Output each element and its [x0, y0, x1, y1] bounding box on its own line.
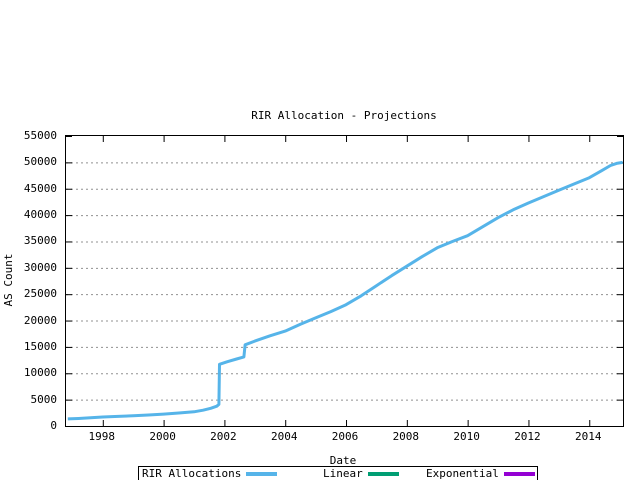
legend-line-swatch: [246, 471, 278, 476]
legend-label: Exponential: [426, 467, 499, 480]
legend-label: Linear: [323, 467, 363, 480]
y-tick-label: 55000: [23, 129, 57, 142]
x-tick-label: 2010: [453, 430, 480, 443]
y-tick-label: 25000: [23, 287, 57, 301]
y-tick-label: 5000: [30, 392, 58, 406]
x-tick-label: 2014: [575, 430, 602, 443]
series-line-0: [67, 160, 623, 421]
y-tick-label: 10000: [23, 366, 57, 380]
legend-line-swatch: [367, 471, 399, 476]
x-tick-label: 2004: [270, 430, 298, 443]
y-tick-label: 35000: [23, 234, 57, 248]
y-tick-label: 45000: [23, 181, 57, 195]
x-tick-label: 2002: [210, 430, 237, 443]
x-axis-label: Date: [329, 454, 357, 467]
legend-label: RIR Allocations: [142, 467, 242, 480]
x-tick-label: 1998: [88, 430, 116, 443]
y-tick-label: 30000: [23, 260, 57, 274]
x-tick-label: 2006: [331, 430, 359, 443]
x-tick-label: 2000: [149, 430, 176, 443]
y-tick-label: 0: [50, 419, 57, 432]
legend-line-swatch: [503, 471, 535, 476]
plot-area: [65, 135, 624, 427]
y-axis-label: AS Count: [2, 253, 15, 307]
chart-title: RIR Allocation - Projections: [251, 109, 437, 122]
legend-entry-exponential: Exponential: [426, 467, 535, 480]
y-tick-label: 50000: [23, 155, 57, 169]
legend-entry-linear: Linear: [323, 467, 399, 480]
legend-box: RIR Allocations Linear Exponential: [138, 466, 538, 480]
y-tick-label: 15000: [23, 339, 57, 353]
x-tick-label: 2012: [514, 430, 541, 443]
y-tick-label: 40000: [23, 208, 57, 222]
y-tick-label: 20000: [23, 313, 57, 327]
chart-plot-svg: [66, 136, 623, 426]
x-tick-label: 2008: [392, 430, 420, 443]
legend-entry-rir-allocations: RIR Allocations: [142, 467, 278, 480]
